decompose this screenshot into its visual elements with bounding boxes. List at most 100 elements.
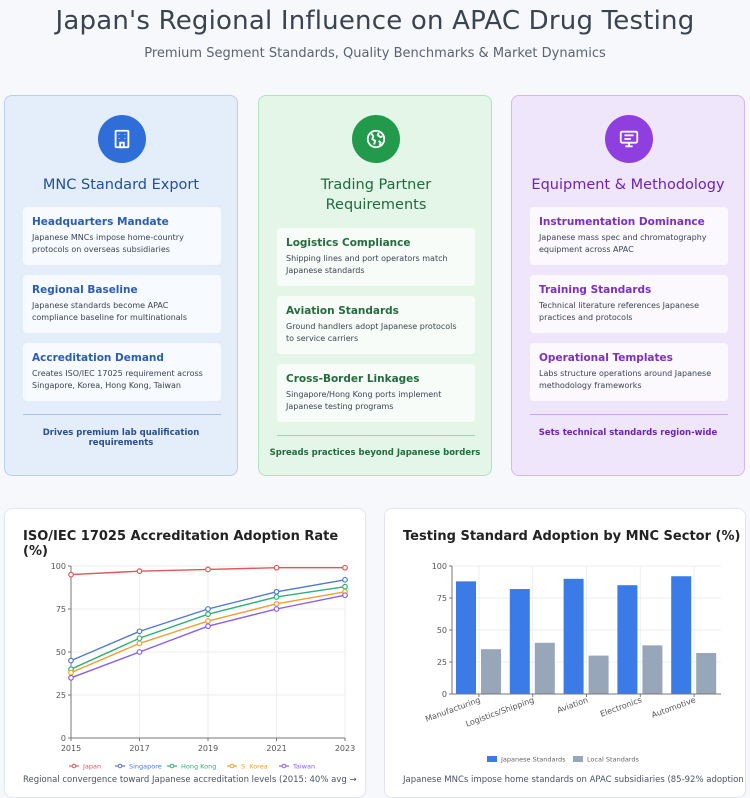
bar-chart-panel: Testing Standard Adoption by MNC Sector … (384, 508, 746, 798)
page-header: Japan's Regional Influence on APAC Drug … (0, 0, 750, 61)
y-tick-label: 0 (61, 734, 66, 743)
legend-label: Japanese Standards (500, 756, 566, 764)
x-tick-label: 2015 (61, 744, 81, 753)
item-desc: Labs structure operations around Japanes… (539, 369, 712, 390)
item-desc: Shipping lines and port operators match … (286, 254, 448, 275)
card-item: Cross-Border Linkages Singapore/Hong Kon… (277, 364, 475, 422)
data-point (136, 628, 143, 635)
data-point (273, 588, 280, 595)
line-chart-panel: ISO/IEC 17025 Accreditation Adoption Rat… (4, 508, 366, 798)
data-point (68, 571, 74, 578)
bar-japanese-standards (671, 576, 692, 694)
bar-chart: 0255075100ManufacturingLogistics/Shippin… (424, 562, 721, 764)
legend-label: Local Standards (587, 756, 639, 764)
legend-label: S. Korea (241, 763, 268, 771)
y-tick-label: 50 (437, 626, 447, 635)
y-tick-label: 75 (56, 605, 66, 614)
card-item: Aviation Standards Ground handlers adopt… (277, 296, 475, 354)
legend-label: Singapore (129, 763, 162, 771)
data-point (205, 618, 211, 624)
item-title: Regional Baseline (32, 284, 138, 296)
card-trading-partner: Trading Partner Requirements Logistics C… (258, 95, 492, 476)
y-tick-label: 25 (56, 691, 66, 700)
bar-local-standards (534, 642, 555, 694)
item-desc: Creates ISO/IEC 17025 requirement across… (32, 369, 203, 390)
data-point (273, 606, 280, 612)
item-desc: Japanese MNCs impose home-country protoc… (32, 233, 184, 254)
monitor-icon (605, 115, 653, 163)
x-tick-label: 2023 (335, 744, 355, 753)
card-item: Instrumentation Dominance Japanese mass … (530, 207, 728, 265)
bar-local-standards (642, 645, 663, 694)
legend-swatch (573, 756, 583, 762)
card-mnc-standard-export: MNC Standard Export Headquarters Mandate… (4, 95, 238, 476)
x-tick-label: Electronics (599, 695, 643, 718)
item-title: Instrumentation Dominance (539, 216, 705, 228)
data-point (342, 583, 348, 590)
legend-swatch (487, 756, 497, 762)
data-point (205, 623, 211, 630)
data-point (342, 592, 348, 599)
legend-label: Hong Kong (181, 763, 216, 771)
y-tick-label: 0 (442, 690, 447, 699)
bar-local-standards (481, 649, 501, 694)
card-footer-note: Drives premium lab qualification require… (42, 428, 200, 448)
data-point (68, 657, 74, 664)
card-divider (277, 435, 475, 436)
bar-chart-title: Testing Standard Adoption by MNC Sector … (403, 529, 741, 544)
bar-chart-caption: Japanese MNCs impose home standards on A… (403, 775, 744, 785)
card-item: Logistics Compliance Shipping lines and … (277, 228, 475, 286)
data-point (136, 568, 143, 575)
legend-marker (71, 763, 77, 769)
card-footer-note: Sets technical standards region-wide (538, 428, 718, 438)
page-title: Japan's Regional Influence on APAC Drug … (55, 6, 695, 36)
data-point (273, 594, 280, 600)
y-tick-label: 100 (432, 562, 447, 571)
card-divider (23, 414, 221, 415)
legend-marker (229, 763, 235, 769)
card-title: MNC Standard Export (42, 177, 200, 193)
bar-japanese-standards (456, 581, 476, 694)
data-point (273, 600, 280, 607)
data-point (342, 576, 348, 583)
card-equipment-methodology: Equipment & Methodology Instrumentation … (511, 95, 745, 476)
x-tick-label: 2017 (129, 744, 149, 753)
card-title: Trading Partner Requirements (320, 177, 432, 213)
card-divider (530, 414, 728, 415)
line-chart-title: ISO/IEC 17025 Accreditation Adoption Rat… (23, 529, 339, 559)
card-item: Headquarters Mandate Japanese MNCs impos… (23, 207, 221, 265)
data-point (136, 640, 143, 647)
legend-marker (281, 763, 287, 769)
item-title: Accreditation Demand (32, 352, 164, 364)
building-icon (98, 115, 146, 163)
item-desc: Japanese mass spec and chromatography eq… (539, 233, 707, 254)
data-point (205, 606, 211, 612)
card-item: Operational Templates Labs structure ope… (530, 343, 728, 401)
item-title: Headquarters Mandate (32, 216, 169, 228)
item-title: Logistics Compliance (286, 237, 411, 249)
bar-japanese-standards (563, 578, 584, 694)
card-title: Equipment & Methodology (531, 177, 725, 193)
influence-cards: MNC Standard Export Headquarters Mandate… (4, 95, 747, 479)
data-point (205, 611, 211, 618)
data-point (205, 566, 211, 573)
x-tick-label: 2021 (266, 744, 286, 753)
bar-local-standards (696, 653, 717, 694)
data-point (273, 564, 280, 571)
item-desc: Technical literature references Japanese… (539, 301, 699, 322)
item-desc: Singapore/Hong Kong ports implement Japa… (286, 390, 442, 411)
bar-japanese-standards (617, 585, 638, 694)
data-point (136, 635, 143, 642)
data-point (136, 649, 143, 655)
card-footer-note: Spreads practices beyond Japanese border… (269, 448, 481, 458)
globe-icon (352, 115, 400, 163)
y-tick-label: 25 (437, 658, 447, 667)
legend-marker (117, 763, 123, 769)
y-tick-label: 100 (51, 562, 66, 571)
data-point (68, 674, 74, 681)
x-tick-label: Automotive (650, 695, 697, 719)
data-point (342, 564, 348, 571)
line-chart-caption: Regional convergence toward Japanese acc… (23, 775, 357, 785)
line-chart: 0 25 50 75 100 2015 2017 2019 2021 2023 Japan Singa… (51, 562, 355, 771)
item-desc: Ground handlers adopt Japanese protocols… (286, 322, 457, 343)
